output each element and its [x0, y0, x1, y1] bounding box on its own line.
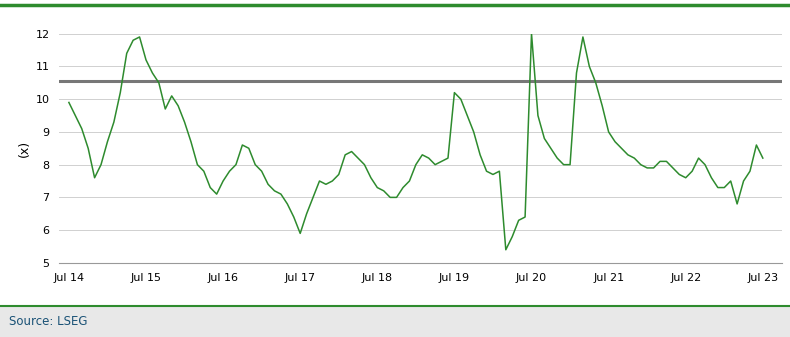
Legend: Forward P/E ratio (x), 10 Year average P/E (x): Forward P/E ratio (x), 10 Year average P… [230, 333, 611, 337]
Y-axis label: (x): (x) [18, 140, 32, 157]
Text: Source: LSEG: Source: LSEG [9, 315, 88, 328]
